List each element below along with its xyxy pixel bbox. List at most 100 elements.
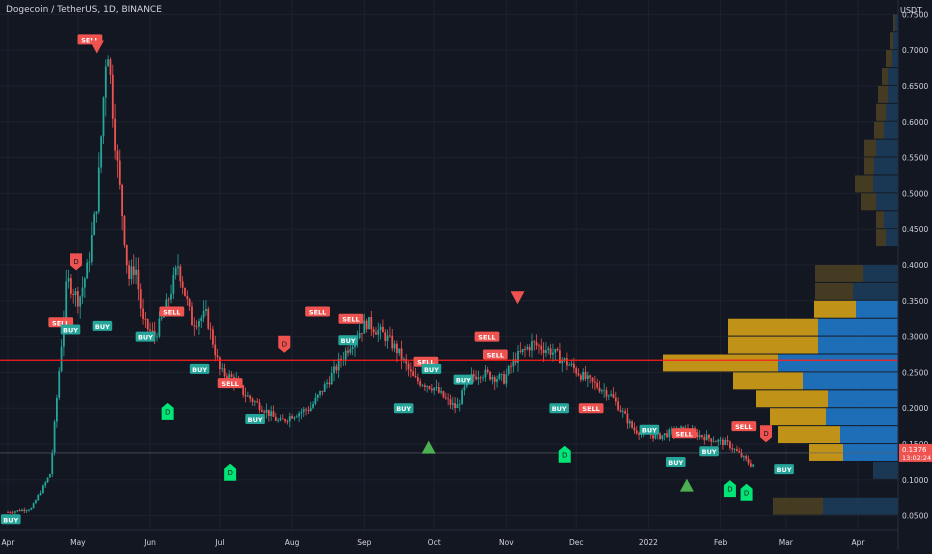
candle-body [316,394,319,398]
candle-body [319,390,321,395]
candle-body [472,374,475,377]
candle-body [607,395,610,397]
candle-body [584,371,587,380]
candle-body [74,291,77,296]
candle-body [295,416,298,418]
signal-triangle-down [510,291,525,305]
candle-body [90,235,93,262]
x-tick-label: Jul [214,538,224,547]
vp-bar-gold [886,50,892,68]
signal-label-sell: SELL [221,380,238,388]
vp-bar-gold [815,282,853,300]
signal-label-buy: BUY [3,516,18,524]
candle-body [614,397,617,402]
candle-body [221,368,224,370]
signal-pin-up [224,463,237,481]
candle-body [32,503,35,509]
candle-body [407,363,410,370]
signal-pin-down [278,335,291,353]
y-tick-label: 0.2000 [902,404,928,413]
candle-body [111,74,114,119]
candle-body [526,347,529,350]
signal-label-buy: BUY [396,405,411,413]
last-price-countdown: 13:02:24 [902,454,931,462]
candle-body [449,399,452,405]
signal-pin-down [760,425,773,443]
candle-body [209,328,212,330]
candle-body [104,66,107,98]
candle-body [11,512,14,514]
candle-body [666,433,668,438]
candle-body [7,512,9,513]
signal-pin-text: D [763,430,768,438]
candle-body [226,376,228,380]
vp-bar-gold [733,372,803,390]
vp-bar-blue [873,175,898,193]
vp-bar-gold [882,68,888,85]
candle-body [708,434,710,439]
vp-bar-gold [861,193,876,211]
candle-body [598,387,601,392]
candle-body [747,459,750,464]
candle-body [633,427,636,431]
candle-body [570,363,573,365]
candle-body [440,391,443,393]
signal-label-sell-bg [305,306,330,317]
candle-body [121,184,124,217]
candle-body [184,287,186,296]
signal-label-buy: BUY [341,337,356,345]
candle-body [482,377,484,379]
signal-pin-text: D [282,340,287,348]
signal-label-sell: SELL [52,319,69,327]
y-tick-label: 0.7500 [902,10,928,19]
vp-bar-blue [818,318,898,336]
candle-body [512,359,515,367]
candle-body [568,364,571,366]
y-tick-label: 0.0500 [902,512,928,521]
candle-body [25,510,28,512]
signal-pin-text: D [227,469,232,477]
vp-bar-blue [803,372,898,390]
grid-layer [0,0,898,530]
candle-body [200,317,203,322]
currency-label: USDT [900,6,922,15]
candle-body [514,359,517,363]
candle-body [540,345,543,350]
x-tick-label: Jun [143,538,156,547]
last-price-badge [899,443,932,462]
candle-body [731,447,734,450]
candle-body [156,336,158,338]
signal-label-sell: SELL [309,309,326,317]
signal-label-buy-bg [665,456,686,467]
candle-body [528,347,531,351]
signal-label-sell-bg [482,349,508,360]
candle-body [132,266,135,275]
candle-body [591,377,594,382]
candle-body [375,332,377,335]
vp-bar-blue [876,139,898,157]
candle-body [244,394,247,397]
candle-body [705,434,708,441]
candle-body [344,350,347,360]
candle-body [596,382,599,388]
candle-body [349,348,352,353]
candle-body [97,167,100,212]
vp-bar-gold [864,139,876,157]
signal-label-buy: BUY [424,366,439,374]
candle-body [722,439,724,446]
candle-body [260,409,263,412]
candle-body [144,318,147,320]
candle-body [256,401,259,403]
candle-body [135,269,137,275]
candle-body [174,267,177,275]
y-tick-label: 0.5000 [902,189,928,198]
candle-body [652,435,654,439]
candle-body [223,368,226,377]
vp-bar-gold [728,336,818,354]
candle-body [493,377,496,383]
candle-body [398,348,401,354]
signal-label-sell: SELL [478,334,495,342]
